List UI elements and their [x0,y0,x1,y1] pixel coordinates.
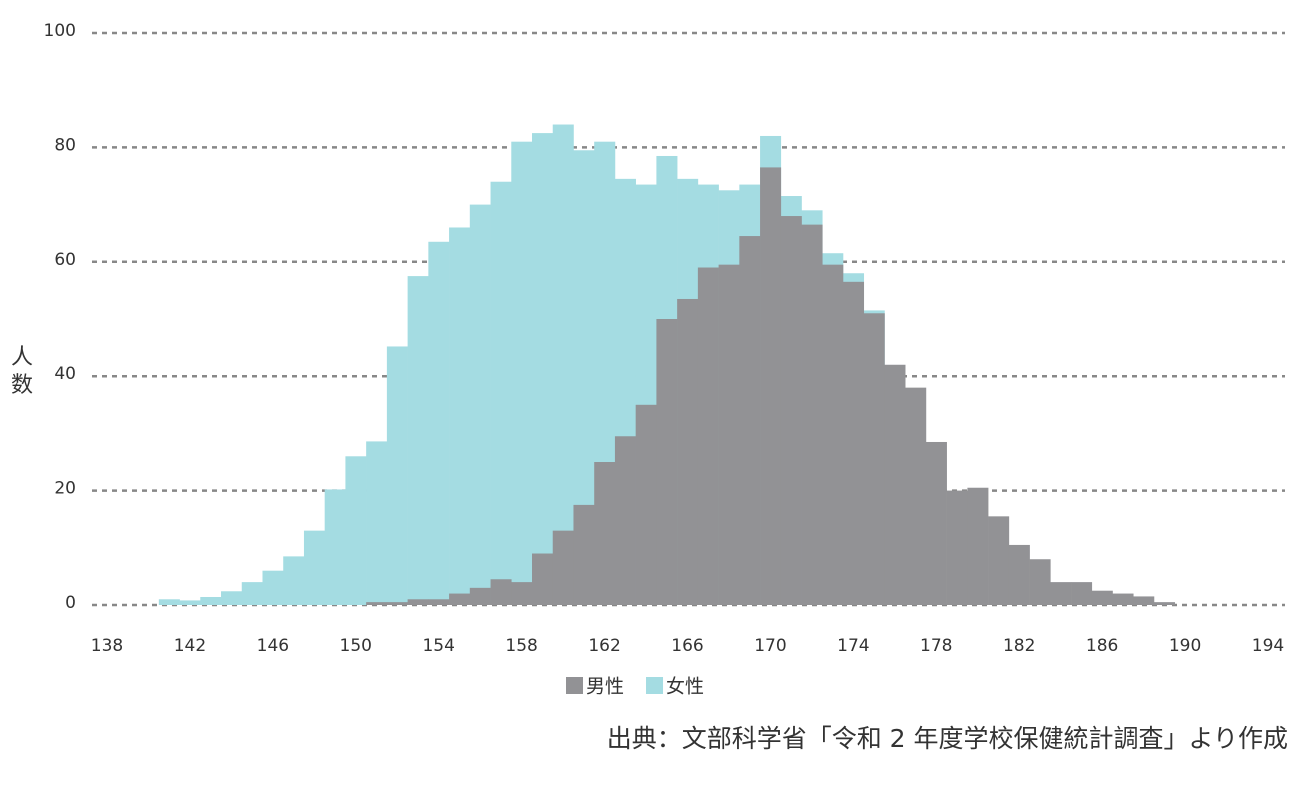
bar [1153,602,1176,605]
bar [760,167,782,606]
bar [428,241,450,605]
bar [1112,593,1134,605]
bar [511,582,533,605]
bar [718,264,740,605]
x-tick-label: 178 [920,636,952,656]
y-tick-label: 20 [54,479,76,499]
bar [532,133,554,605]
bar [697,267,719,605]
legend-swatch [646,677,664,694]
bar [905,387,927,605]
bar [221,591,243,605]
bar [283,556,305,605]
bar [863,313,885,605]
bar [1029,559,1051,605]
x-tick-label: 170 [754,636,786,656]
bar [801,224,823,605]
bar [1050,582,1072,605]
x-tick-label: 174 [837,636,869,656]
bar [946,490,968,605]
bar [262,570,284,605]
bar [967,487,989,605]
legend-label: 女性 [666,676,704,698]
bar [469,587,491,605]
bar [656,319,678,605]
bar [884,364,906,605]
bar [677,298,699,605]
y-tick-label: 80 [54,135,76,155]
bar [490,181,512,605]
x-tick-label: 186 [1086,636,1118,656]
bar [925,441,947,605]
bar [386,346,408,605]
y-tick-label: 60 [54,250,76,270]
bar [407,599,429,605]
bar [511,141,533,605]
bar [573,504,595,605]
bar [469,204,491,605]
bar [635,404,657,605]
bar [532,553,554,605]
bar [1133,596,1155,605]
bar [594,462,616,605]
bar [822,264,844,605]
bar [573,150,595,605]
x-tick-label: 146 [257,636,289,656]
bar [158,599,180,605]
x-tick-label: 166 [671,636,703,656]
bar [449,593,471,605]
legend-label: 男性 [586,676,624,698]
bar [614,436,636,605]
bar [490,579,512,605]
y-axis-label: 人 [11,345,33,370]
x-tick-label: 162 [588,636,620,656]
bar [552,124,574,606]
bar [1091,590,1113,605]
legend-swatch [566,677,583,694]
y-tick-label: 0 [65,593,76,613]
bar [739,236,761,605]
x-tick-label: 158 [505,636,537,656]
labels: 0 20 40 60 80 100 138 142 146 150 154 158 162 166 170 1… [11,21,1288,753]
x-tick-label: 150 [340,636,372,656]
bar [407,276,429,605]
bar [366,441,388,605]
bar [386,602,408,605]
x-tick-label: 190 [1169,636,1201,656]
bar [200,596,222,605]
x-tick-label: 182 [1003,636,1035,656]
bars [158,124,1176,606]
bar [780,216,802,606]
x-tick-label: 194 [1252,636,1284,656]
bar [345,456,367,605]
x-tick-label: 138 [91,636,123,656]
y-tick-label: 40 [54,364,76,384]
bar [324,489,346,605]
bar [241,582,263,605]
bar [449,227,471,606]
source-note: 出典：文部科学省「令和 2 年度学校保健統計調査」より作成 [607,724,1288,753]
bar [366,602,388,605]
bar [428,599,450,605]
bar [303,530,325,605]
x-tick-label: 154 [422,636,454,656]
bar [988,516,1010,605]
y-tick-label: 100 [44,21,76,41]
x-tick-label: 142 [174,636,206,656]
bar [552,530,574,605]
bar [842,281,865,605]
y-axis-label: 数 [11,373,33,398]
bar [1071,582,1093,605]
bar [179,600,201,605]
bar [1008,544,1030,605]
